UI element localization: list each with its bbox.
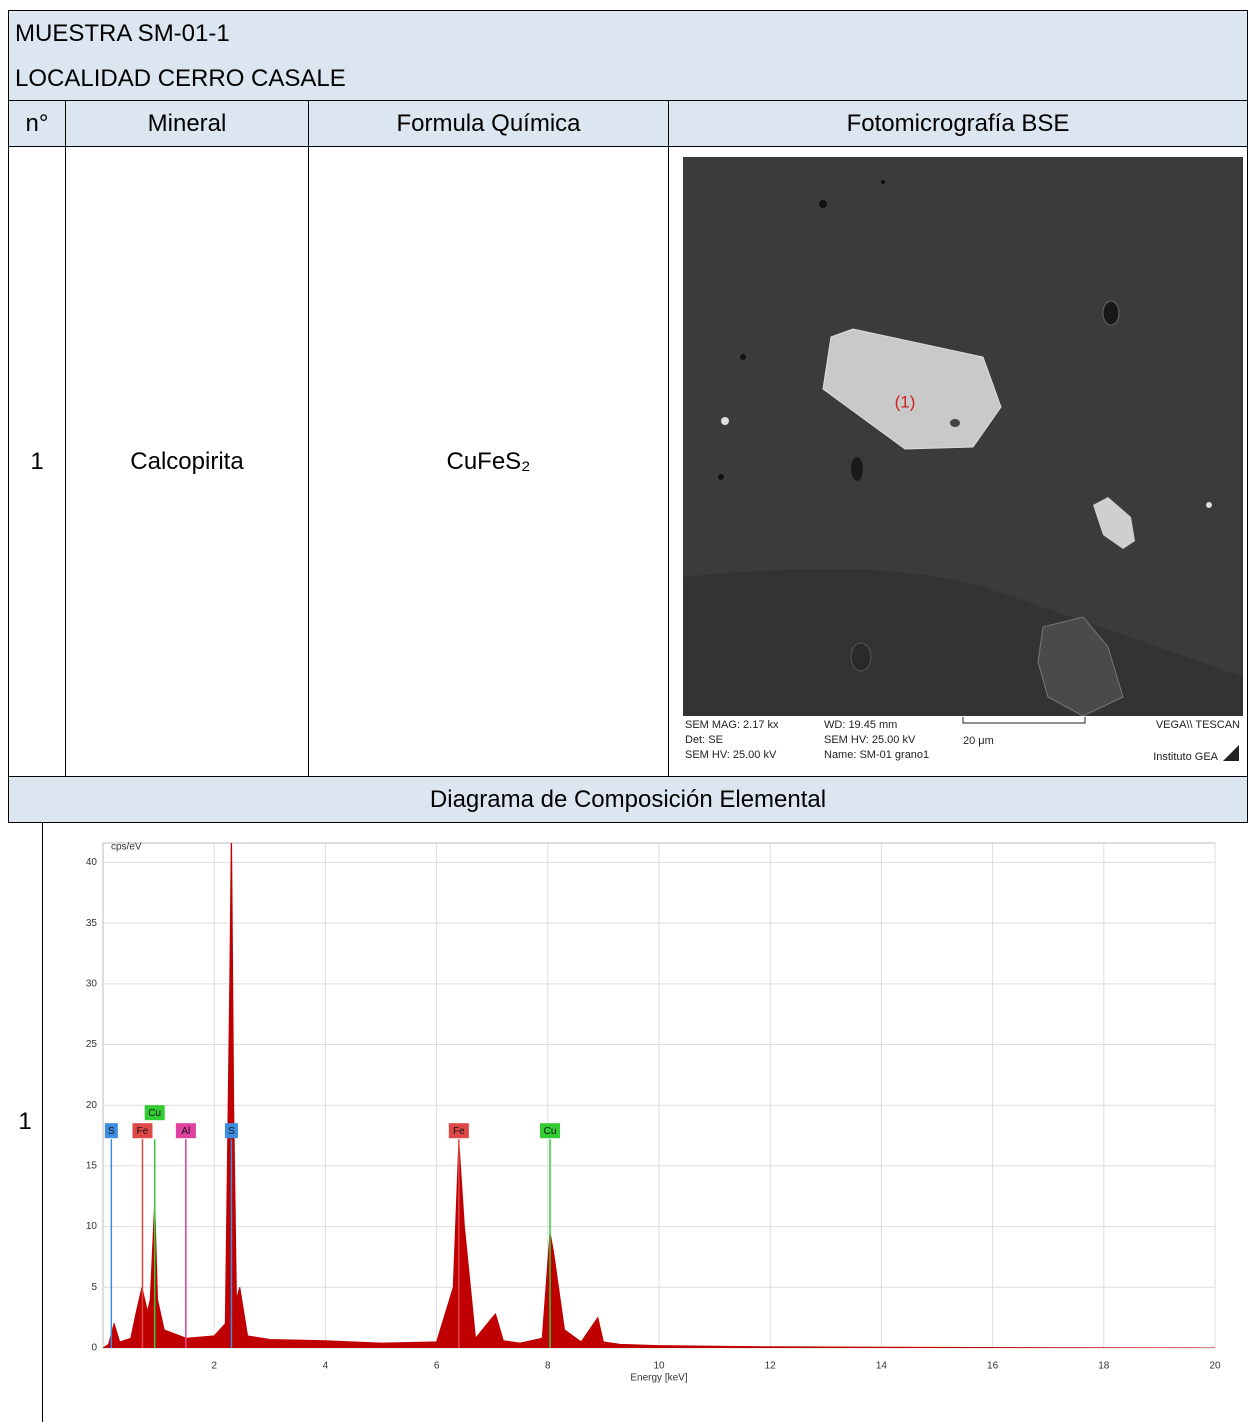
sem-info: Det: SE bbox=[685, 734, 723, 746]
element-tag bbox=[448, 1123, 469, 1139]
col-head: Fotomicrografía BSE bbox=[668, 100, 1248, 147]
element-label: Fe bbox=[453, 1126, 465, 1137]
y-tick-label: 30 bbox=[86, 978, 98, 989]
grain-label: (1) bbox=[895, 392, 916, 411]
header: MUESTRA SM-01-1 LOCALIDAD CERRO CASALE bbox=[8, 10, 1248, 101]
diagram-title: Diagrama de Composición Elemental bbox=[8, 776, 1248, 823]
element-tag bbox=[224, 1123, 238, 1139]
x-tick-label: 6 bbox=[434, 1361, 440, 1372]
col-head: Formula Química bbox=[308, 100, 669, 147]
element-label: Al bbox=[181, 1126, 190, 1137]
sem-info: 20 μm bbox=[963, 735, 994, 747]
y-axis-label: cps/eV bbox=[111, 842, 142, 853]
sem-info: Instituto GEA bbox=[1153, 751, 1218, 763]
sem-info: SEM HV: 25.00 kV bbox=[824, 734, 916, 746]
y-tick-label: 5 bbox=[91, 1282, 97, 1293]
element-tag bbox=[104, 1123, 118, 1139]
x-tick-label: 16 bbox=[987, 1361, 999, 1372]
x-tick-label: 10 bbox=[653, 1361, 665, 1372]
element-label: Cu bbox=[544, 1126, 557, 1137]
element-tag bbox=[144, 1105, 165, 1121]
y-tick-label: 20 bbox=[86, 1100, 98, 1111]
x-tick-label: 18 bbox=[1098, 1361, 1110, 1372]
element-label: S bbox=[108, 1126, 115, 1137]
y-tick-label: 15 bbox=[86, 1161, 98, 1172]
sem-info: SEM HV: 25.00 kV bbox=[685, 749, 777, 761]
x-tick-label: 8 bbox=[545, 1361, 551, 1372]
sem-info: VEGA\\ TESCAN bbox=[1156, 719, 1240, 731]
y-tick-label: 40 bbox=[86, 857, 98, 868]
element-tag bbox=[132, 1123, 153, 1139]
locality: LOCALIDAD CERRO CASALE bbox=[15, 64, 346, 92]
x-tick-label: 4 bbox=[323, 1361, 329, 1372]
sample: MUESTRA SM-01-1 bbox=[15, 19, 230, 47]
x-tick-label: 12 bbox=[765, 1361, 777, 1372]
x-axis-label: Energy [keV] bbox=[630, 1373, 687, 1384]
y-tick-label: 35 bbox=[86, 918, 98, 929]
x-tick-label: 20 bbox=[1209, 1361, 1221, 1372]
cell: 1 bbox=[8, 146, 66, 777]
y-tick-label: 0 bbox=[91, 1343, 97, 1354]
x-tick-label: 14 bbox=[876, 1361, 888, 1372]
element-tag bbox=[540, 1123, 561, 1139]
element-label: S bbox=[228, 1126, 235, 1137]
sem-info: WD: 19.45 mm bbox=[824, 719, 897, 731]
sem-image: (1) SEM MAG: 2.17 kx Det: SE SEM HV: 25.… bbox=[683, 157, 1243, 776]
element-label: Cu bbox=[148, 1108, 161, 1119]
element-tag bbox=[175, 1123, 196, 1139]
y-tick-label: 25 bbox=[86, 1039, 98, 1050]
sem-info: SEM MAG: 2.17 kx bbox=[685, 719, 779, 731]
spectrum-area bbox=[103, 843, 1215, 1348]
cell: Calcopirita bbox=[65, 146, 309, 777]
spectrum-chart: 0 5 10 15 20 25 30 35 40 2 4 6 8 10 12 14 16 18 20 cps/eV En… bbox=[86, 842, 1221, 1384]
sem-info: Name: SM-01 grano1 bbox=[824, 749, 929, 761]
col-head: Mineral bbox=[65, 100, 309, 147]
element-label: Fe bbox=[137, 1126, 149, 1137]
cell: 1 bbox=[8, 822, 43, 1422]
col-head: n° bbox=[8, 100, 66, 147]
x-tick-label: 2 bbox=[211, 1361, 217, 1372]
cell: CuFeS₂ bbox=[308, 146, 669, 777]
y-tick-label: 10 bbox=[86, 1221, 98, 1232]
